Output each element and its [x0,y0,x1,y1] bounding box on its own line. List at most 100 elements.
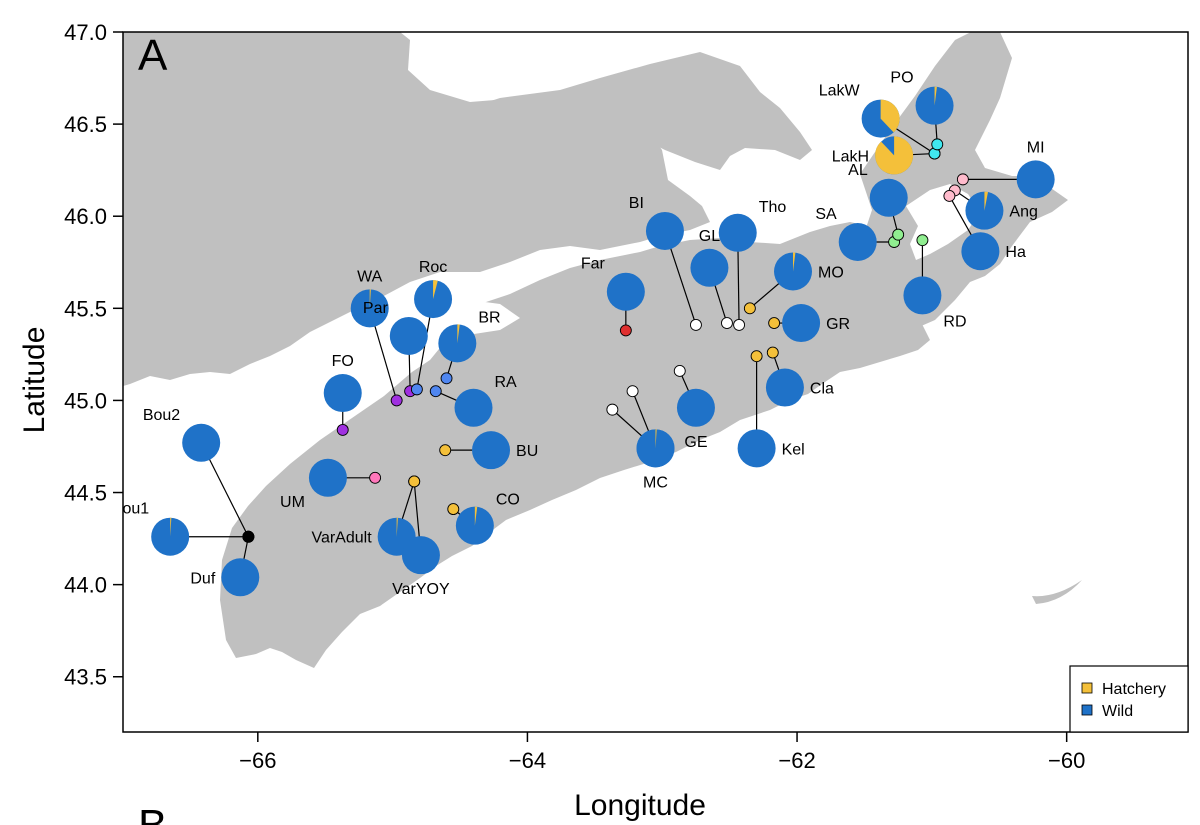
pie-Bou2 [182,423,221,462]
site-label: LakW [819,83,861,100]
site-label: WA [357,268,383,285]
pie-wild-slice [323,374,362,413]
pie-MO [774,252,813,291]
site-label: RA [495,374,518,391]
pie-AL [869,178,908,217]
pie-PO [915,86,954,125]
legend: Hatchery Wild [1069,665,1189,733]
site-label: GL [699,228,720,245]
pie-wild-slice [838,223,877,261]
site-dot [743,302,756,315]
pie-Bou1 [151,517,190,556]
pie-BR [438,324,477,363]
site-label: VarYOY [392,581,450,598]
y-tick-label: 45.0 [64,388,107,413]
site-dot [733,318,746,331]
pie-Ha [961,232,1000,271]
pie-Kel [737,429,776,468]
pie-wild-slice [903,276,942,315]
site-dot [369,471,382,484]
pie-MI [1016,160,1055,199]
site-dot [410,383,423,396]
legend-swatch-hatchery [1081,682,1093,694]
site-dot [720,317,733,330]
pie-hatchery-slice [396,517,398,537]
y-axis-title: Latitude [18,327,51,434]
pie-GE [676,388,715,427]
site-dot [429,385,442,398]
panel-letter: A [138,31,168,80]
site-label: Ha [1005,244,1026,261]
pie-Duf [221,558,260,597]
pie-MC-b [636,429,675,468]
pie-Roc [414,280,453,319]
site-dot [626,385,639,398]
land-prince-edward-island [450,52,812,170]
site-label: BI [629,195,644,212]
pie-hatchery-slice [474,506,478,526]
pie-GL [690,248,729,287]
site-dot [619,324,632,337]
y-tick-label: 45.5 [64,296,107,321]
y-tick-label: 47.0 [64,20,107,45]
site-label: BR [478,309,500,326]
land-nova-scotia [220,222,930,668]
map-panel: Bou1 Bou2 Duf UM FO WA Par Roc BR RA BU VarAdult Var… [123,32,1188,732]
pie-wild-slice [737,429,776,468]
legend-label-hatchery: Hatchery [1102,681,1166,698]
site-label: UM [280,494,305,511]
pie-Cla [765,368,804,407]
pie-wild-slice [221,558,260,597]
pie-Far [606,272,645,311]
plot-frame [122,31,1189,733]
site-label: MI [1027,139,1045,156]
site-label: MC [643,474,668,491]
y-tick-label: 43.5 [64,665,107,690]
site-label: PO [890,70,913,87]
pie-wild-slice [869,178,908,217]
site-dots [242,138,969,543]
site-label: Far [581,256,606,273]
pie-wild-slice [961,232,1000,271]
pie-hatchery-slice [369,289,371,309]
site-pies [151,86,1055,597]
site-label: BU [516,443,538,460]
pie-UM [308,458,347,497]
pie-RA [454,388,493,427]
pie-wild-slice [676,388,715,427]
pie-hatchery-slice [433,280,438,300]
pie-wild-slice [690,248,729,287]
site-dot [689,318,702,331]
pie-FO [323,374,362,413]
x-axis-title: Longitude [574,789,706,822]
pie-WA [350,289,389,328]
site-dot [892,228,905,241]
site-dot [439,444,452,457]
pie-wild-slice [401,536,440,575]
pie-wild-slice [454,388,493,427]
pie-hatchery-slice [793,252,796,272]
site-dot [766,346,779,359]
site-label: FO [332,353,354,370]
pie-hatchery-slice [875,136,914,175]
pie-hatchery-slice [934,86,937,106]
site-label: Par [363,300,389,317]
pie-LakW [861,99,900,138]
pie-hatchery-slice [984,191,988,211]
pie-wild-slice [182,423,221,462]
site-label: LakH [832,148,869,165]
pie-wild-slice [389,316,428,355]
x-tick-label: −62 [778,748,815,773]
pie-Tho [718,213,757,252]
site-label: Roc [419,259,447,276]
site-label: VarAdult [311,530,372,547]
pie-wild-slice [606,272,645,311]
pie-LakH [875,136,914,175]
y-tick-label: 46.5 [64,112,107,137]
site-label: GE [684,434,707,451]
pie-GR [782,304,821,343]
legend-swatch-wild [1081,704,1093,716]
pie-wild-slice [782,304,821,343]
pie-hatchery-slice [457,324,460,344]
